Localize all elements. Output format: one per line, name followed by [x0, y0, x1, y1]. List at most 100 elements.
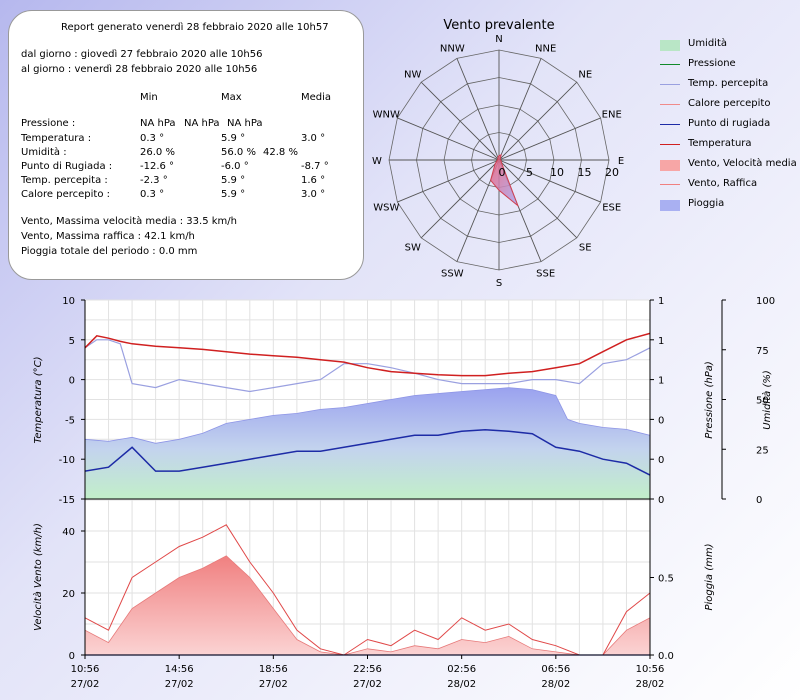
rose-direction-label: NW — [404, 70, 421, 81]
time-tick-label: 10:56 — [71, 664, 100, 675]
pressure-tick-label: 0 — [658, 415, 664, 426]
temp-tick-label: -10 — [59, 455, 75, 466]
rose-spoke — [498, 159, 578, 239]
row-avg: 3.0 ° — [301, 133, 326, 144]
wind-avg-area — [84, 555, 651, 656]
pressure-tick-label: 1 — [658, 296, 664, 307]
time-tick-label: 10:56 — [636, 664, 665, 675]
row-min: -2.3 ° — [140, 175, 168, 186]
legend-item: Temp. percepita — [660, 78, 800, 92]
wind-gust-summary: Vento, Massima raffica : 42.1 km/h — [21, 231, 195, 242]
rose-direction-label: NE — [578, 70, 592, 81]
rose-radial-tick: 0 — [499, 166, 506, 179]
rose-spoke — [498, 58, 542, 161]
rain-axis-label: Pioggia (mm) — [704, 544, 715, 611]
legend-label: Punto di rugiada — [688, 118, 771, 129]
row-label: Umidità : — [21, 147, 67, 158]
row-min: 0.3 ° — [140, 189, 165, 200]
legend-item: Vento, Raffica — [660, 178, 800, 192]
row-avg: 3.0 ° — [301, 189, 326, 200]
row-label: Temp. percepita : — [21, 175, 108, 186]
pressure-tick-label: 1 — [658, 336, 664, 347]
rose-direction-label: W — [372, 156, 382, 167]
wind-tick-label: 0 — [69, 651, 75, 662]
row-label: Temperatura : — [21, 133, 92, 144]
dew-point-line — [84, 428, 651, 476]
row-max: 5.9 ° — [221, 133, 246, 144]
temp-tick-label: -5 — [65, 415, 75, 426]
legend-label: Pressione — [688, 58, 736, 69]
row-min: NA hPa — [140, 118, 176, 129]
legend-swatch — [660, 84, 680, 85]
col-min: Min — [140, 92, 158, 103]
pressure-tick-label: 0 — [658, 455, 664, 466]
report-to: al giorno : venerdì 28 febbraio 2020 all… — [21, 64, 258, 75]
humidity-tick-label: 50 — [756, 396, 769, 407]
row-min: 26.0 % — [140, 147, 175, 158]
rose-spoke — [420, 81, 500, 161]
rose-spoke — [498, 117, 601, 161]
row-max: 56.0 % — [221, 147, 256, 158]
rose-direction-label: WSW — [373, 203, 399, 214]
col-avg: Media — [301, 92, 332, 103]
rose-radial-tick: 5 — [526, 166, 533, 179]
rose-direction-label: SSE — [536, 269, 555, 280]
date-tick-label: 27/02 — [353, 679, 382, 690]
legend-item: Vento, Velocità media — [660, 158, 800, 172]
date-tick-label: 28/02 — [541, 679, 570, 690]
temp-tick-label: 0 — [69, 376, 75, 387]
rain-tick-label: 0.0 — [658, 651, 674, 662]
rose-direction-label: E — [618, 156, 624, 167]
time-tick-label: 18:56 — [259, 664, 288, 675]
rose-direction-label: ENE — [602, 109, 622, 120]
legend-label: Pioggia — [688, 198, 725, 209]
row-avg: 1.6 ° — [301, 175, 326, 186]
rose-direction-label: SE — [579, 242, 592, 253]
humidity-tick-label: 0 — [756, 495, 762, 506]
legend-swatch — [660, 64, 680, 65]
humidity-tick-label: 100 — [756, 296, 775, 307]
wind-tick-label: 20 — [62, 589, 75, 600]
rose-direction-label: S — [496, 278, 502, 289]
temp-tick-label: -15 — [59, 495, 75, 506]
legend-swatch — [660, 124, 680, 125]
time-tick-label: 14:56 — [165, 664, 194, 675]
rose-direction-label: N — [495, 34, 502, 45]
legend-item: Pioggia — [660, 198, 800, 212]
row-label: Pressione : — [21, 118, 76, 129]
row-label: Punto di Rugiada : — [21, 161, 113, 172]
date-tick-label: 28/02 — [636, 679, 665, 690]
legend-label: Umidità — [688, 38, 728, 49]
legend-item: Punto di rugiada — [660, 118, 800, 132]
date-tick-label: 27/02 — [71, 679, 100, 690]
wind-gust-line — [84, 524, 651, 656]
col-max: Max — [221, 92, 242, 103]
date-tick-label: 27/02 — [165, 679, 194, 690]
rose-frequency-polygon — [490, 154, 520, 208]
legend-label: Vento, Raffica — [688, 178, 758, 189]
rose-direction-label: NNE — [535, 43, 556, 54]
wind-tick-label: 40 — [62, 527, 75, 538]
temperature-axis-label: Temperatura (°C) — [33, 357, 44, 444]
rose-spoke — [456, 58, 500, 161]
rose-radial-tick: 15 — [578, 166, 592, 179]
humidity-tick-label: 25 — [756, 445, 769, 456]
row-avg: NA hPa — [227, 118, 263, 129]
humidity-tick-label: 75 — [756, 346, 769, 357]
rain-tick-label: 0.5 — [658, 574, 674, 585]
pressure-axis-label: Pressione (hPa) — [704, 361, 715, 439]
time-tick-label: 06:56 — [541, 664, 570, 675]
rose-direction-label: SW — [405, 242, 421, 253]
rose-direction-label: SSW — [441, 269, 464, 280]
row-max: 5.9 ° — [221, 175, 246, 186]
rose-direction-label: WNW — [373, 109, 400, 120]
rain-summary: Pioggia totale del periodo : 0.0 mm — [21, 246, 198, 257]
row-min: -12.6 ° — [140, 161, 175, 172]
report-panel: Report generato venerdì 28 febbraio 2020… — [8, 10, 364, 280]
row-label: Calore percepito : — [21, 189, 110, 200]
time-tick-label: 22:56 — [353, 664, 382, 675]
rose-spoke — [498, 159, 601, 203]
